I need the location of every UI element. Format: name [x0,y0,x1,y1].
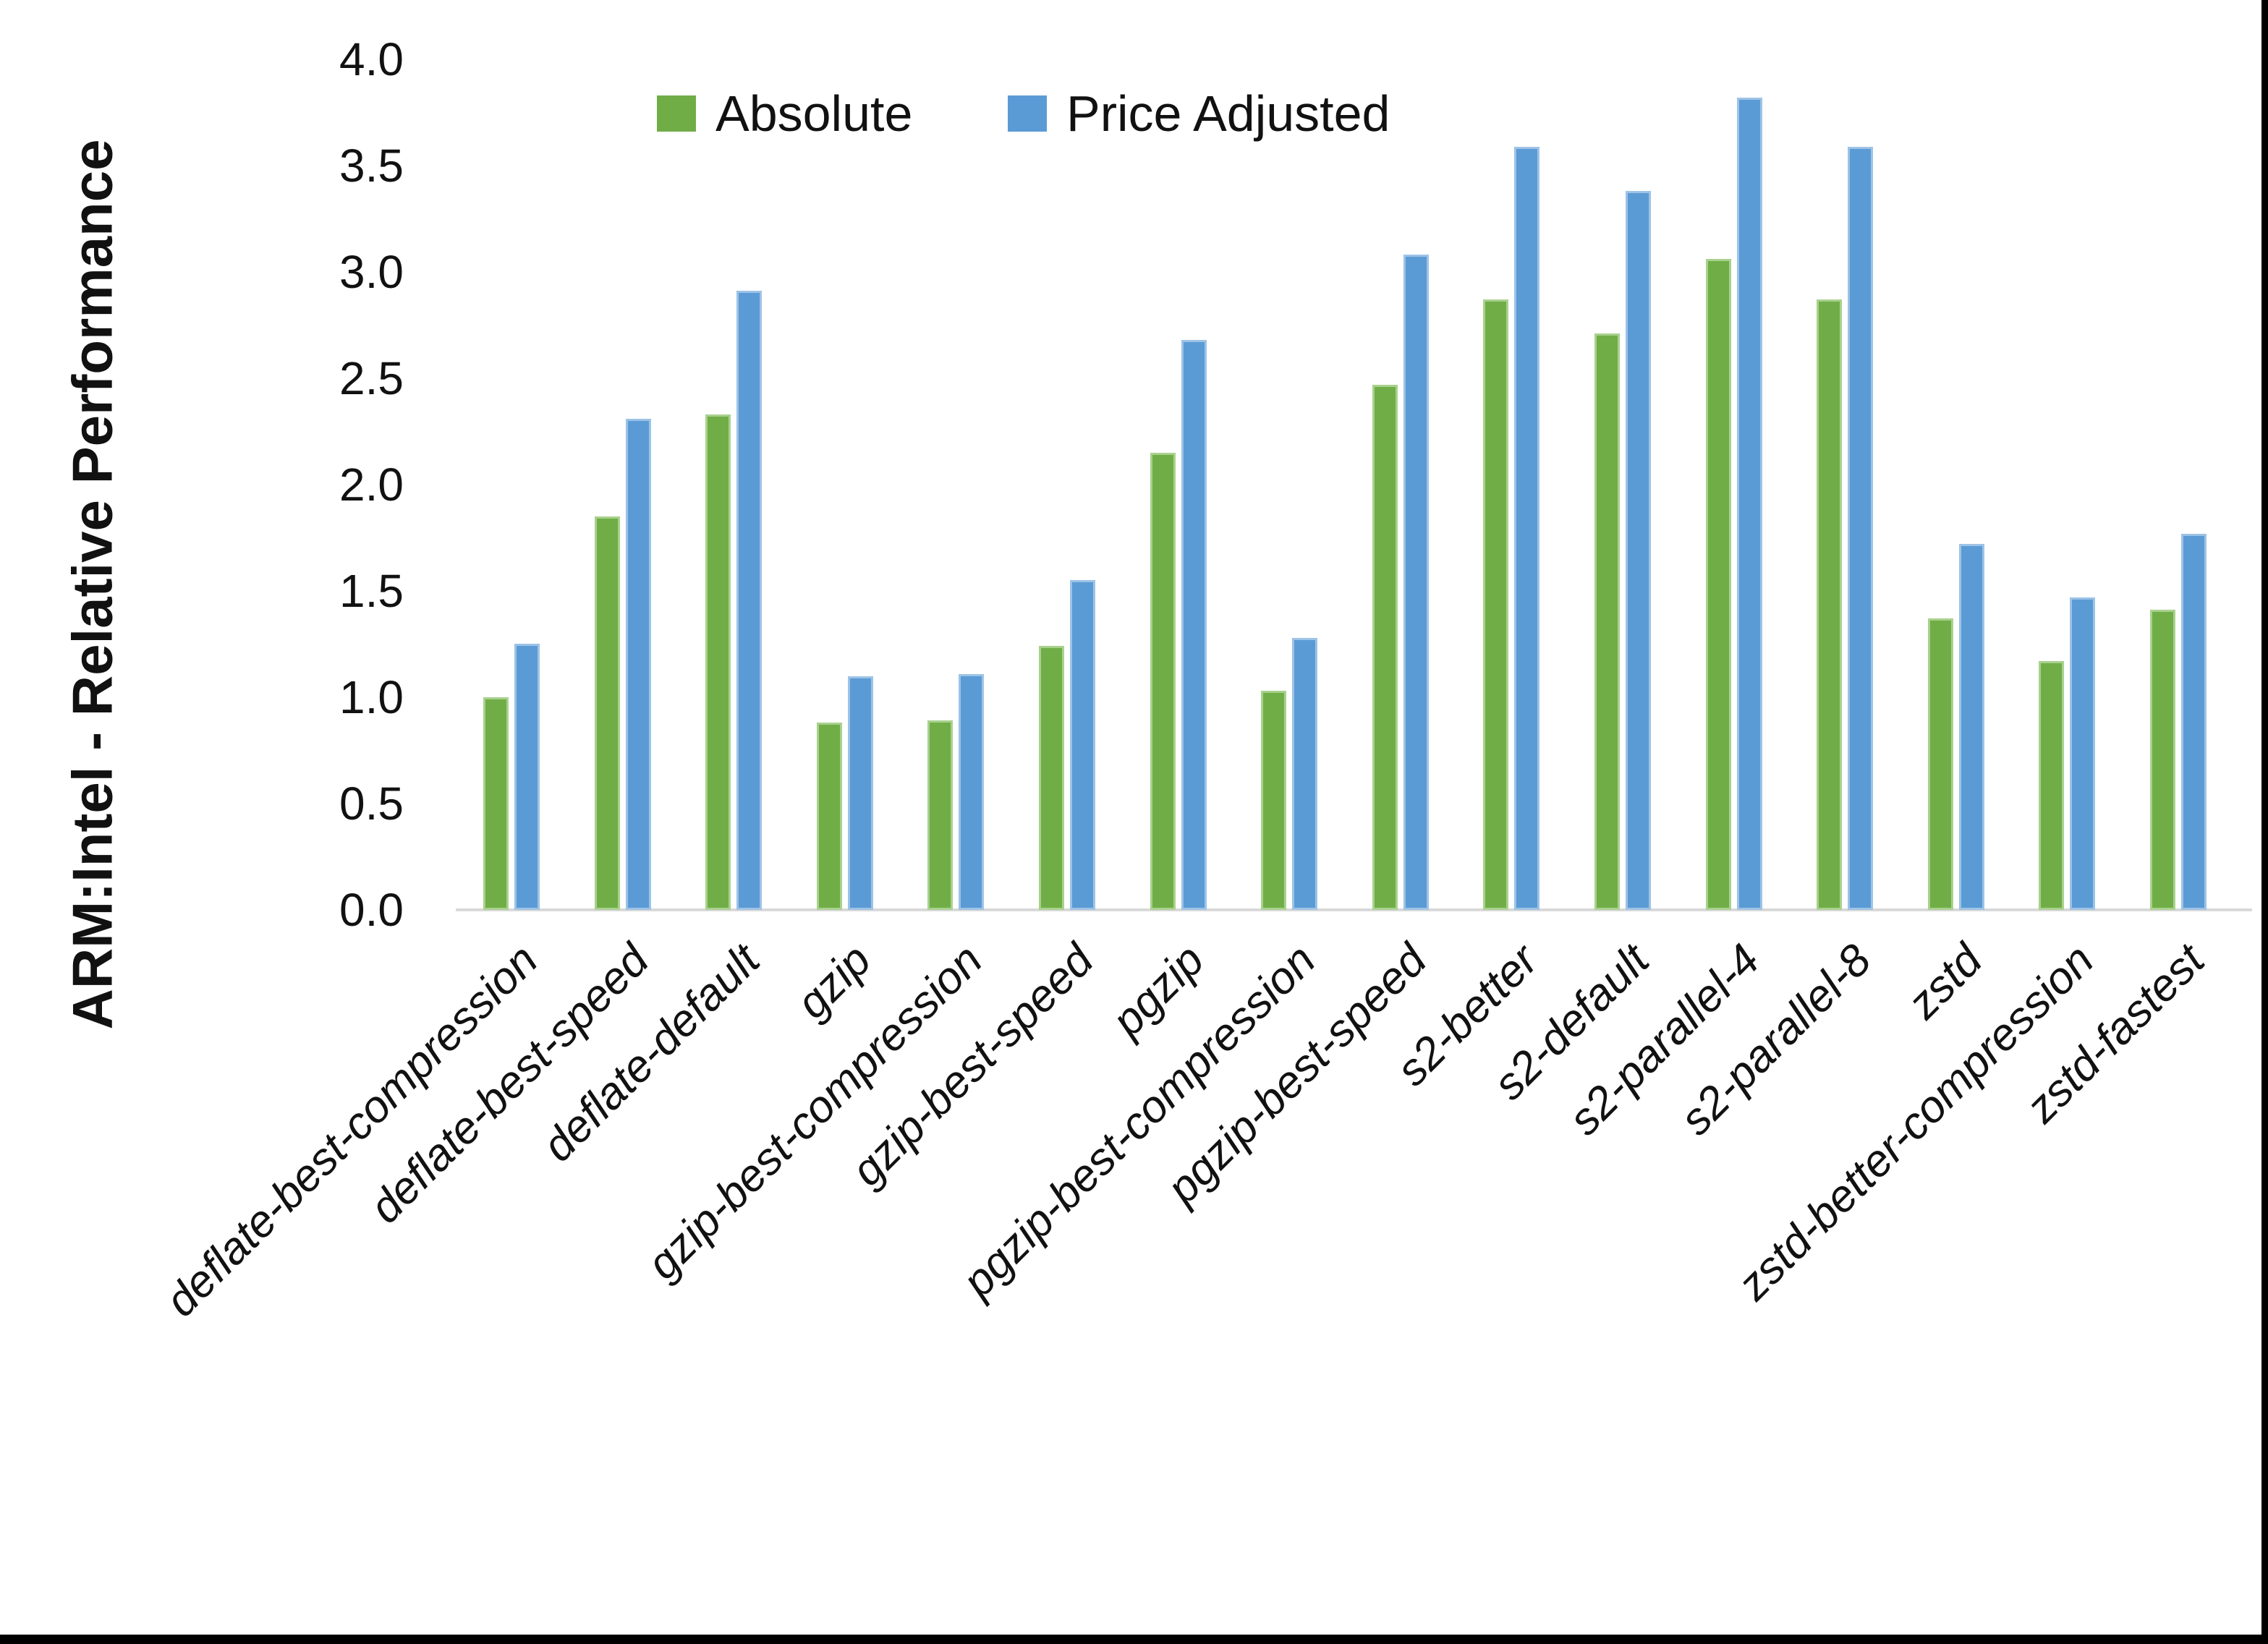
bar-zstd-fastest-price-adjusted [2181,534,2207,910]
bar-zstd-better-compression-price-adjusted [2070,597,2096,910]
bar-pgzip-best-speed-price-adjusted [1403,255,1429,910]
bar-deflate-default-absolute [705,414,731,910]
y-tick-label-1.0: 1.0 [339,671,404,723]
x-category-label-gzip: gzip [787,934,881,1028]
y-tick-label-1.5: 1.5 [339,565,404,617]
bar-pgzip-absolute [1150,453,1176,910]
price-adjusted-series-swatch-icon [1008,95,1047,132]
bar-pgzip-best-compression-absolute [1261,691,1287,910]
bar-deflate-best-speed-price-adjusted [625,419,651,910]
bar-deflate-best-speed-absolute [594,516,620,910]
bar-s2-parallel-4-absolute [1705,259,1731,910]
bar-zstd-fastest-absolute [2150,610,2175,910]
bar-zstd-better-compression-absolute [2039,661,2065,910]
bar-gzip-absolute [816,723,842,910]
x-axis-line [456,908,2252,911]
bar-s2-parallel-8-price-adjusted [1848,147,1874,910]
y-tick-label-3.5: 3.5 [339,140,404,192]
y-tick-label-4.0: 4.0 [339,33,404,85]
bar-gzip-best-compression-price-adjusted [959,674,985,910]
legend-item-absolute: Absolute [657,85,913,142]
y-tick-label-2.0: 2.0 [339,459,404,511]
bar-gzip-price-adjusted [847,676,873,910]
bar-deflate-default-price-adjusted [736,291,763,910]
screenshot-right-border [2261,0,2268,1644]
y-tick-label-0.5: 0.5 [339,778,404,830]
bar-gzip-best-speed-price-adjusted [1070,580,1095,910]
bar-gzip-best-speed-absolute [1039,646,1064,910]
legend-label-price-adjusted: Price Adjusted [1066,85,1390,142]
bar-pgzip-price-adjusted [1181,340,1207,910]
bar-gzip-best-compression-absolute [927,720,954,910]
y-axis-title: ARM:Intel - Relative Performance [60,139,124,1030]
bar-s2-parallel-4-price-adjusted [1736,98,1762,910]
screenshot-bottom-border [0,1635,2268,1644]
absolute-series-swatch-icon [657,95,696,132]
legend-item-price-adjusted: Price Adjusted [1008,85,1390,142]
bar-pgzip-best-speed-absolute [1372,385,1398,910]
x-category-label-zstd: zstd [1898,934,1992,1028]
y-tick-label-0.0: 0.0 [339,884,404,936]
bar-s2-default-price-adjusted [1626,191,1651,910]
bar-zstd-absolute [1927,618,1953,910]
legend-label-absolute: Absolute [715,85,913,142]
bar-pgzip-best-compression-price-adjusted [1292,638,1318,910]
bar-s2-default-absolute [1594,333,1620,910]
bar-deflate-best-compression-absolute [483,697,509,910]
y-tick-label-2.5: 2.5 [339,352,404,404]
bar-s2-better-absolute [1483,299,1509,910]
bar-deflate-best-compression-price-adjusted [514,644,540,910]
bar-s2-better-price-adjusted [1514,147,1540,910]
y-tick-label-3.0: 3.0 [339,246,404,298]
bar-zstd-price-adjusted [1958,544,1984,910]
bar-s2-parallel-8-absolute [1817,299,1843,910]
